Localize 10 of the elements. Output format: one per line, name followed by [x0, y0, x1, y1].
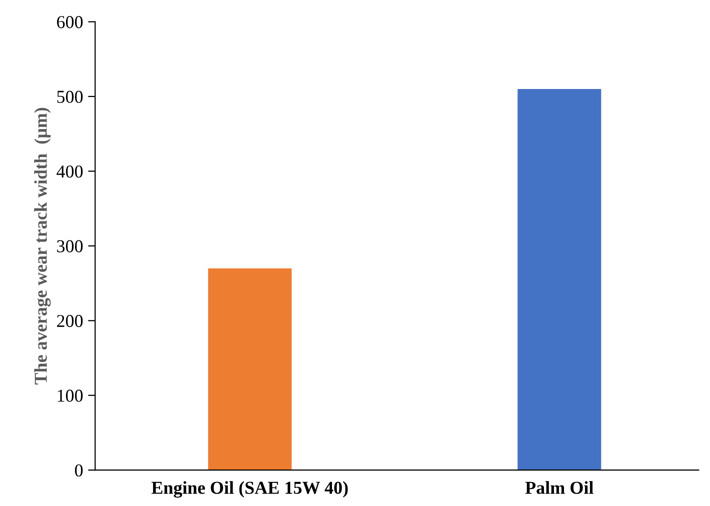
- y-tick-label: 300: [57, 240, 83, 252]
- y-tick-label: 200: [57, 314, 83, 328]
- y-tick-label: 400: [56, 165, 83, 178]
- x-tick-label: Engine Oil (SAE 15W 40): [152, 481, 348, 498]
- y-tick-label: 500: [57, 90, 83, 103]
- y-tick-label: 600: [57, 16, 83, 28]
- x-tick-label: Palm Oil: [525, 481, 594, 494]
- y-tick-label: 100: [58, 390, 83, 402]
- y-axis-title: The average wear track width (μm): [34, 108, 51, 384]
- y-tick-label: 0: [74, 464, 83, 477]
